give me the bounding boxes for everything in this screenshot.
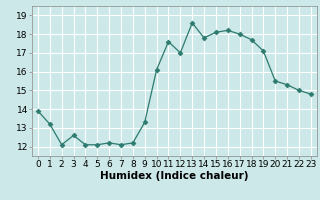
- X-axis label: Humidex (Indice chaleur): Humidex (Indice chaleur): [100, 171, 249, 181]
